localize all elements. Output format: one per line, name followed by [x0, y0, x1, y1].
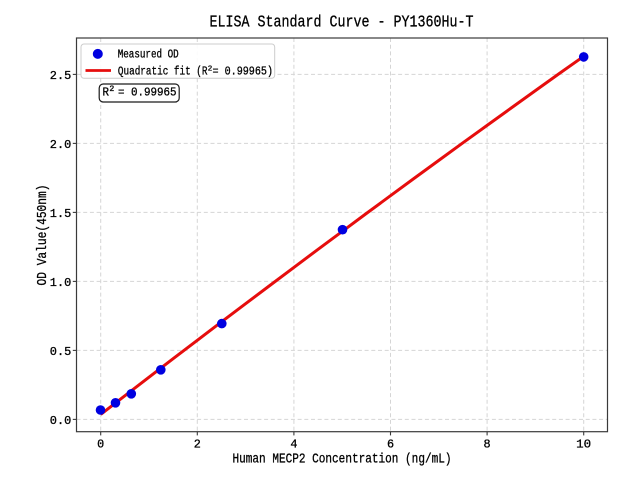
svg-text:1.5: 1.5	[50, 207, 72, 221]
svg-text:10: 10	[576, 438, 591, 452]
svg-text:4: 4	[290, 438, 297, 452]
svg-text:0.0: 0.0	[50, 414, 72, 428]
svg-text:2.0: 2.0	[50, 138, 72, 152]
svg-text:= 0.99965: = 0.99965	[118, 85, 177, 99]
svg-text:2: 2	[109, 85, 114, 94]
svg-text:0: 0	[97, 438, 104, 452]
svg-text:2: 2	[208, 66, 213, 74]
svg-text:OD Value(450nm): OD Value(450nm)	[35, 185, 51, 286]
svg-text:ELISA Standard Curve - PY1360H: ELISA Standard Curve - PY1360Hu-T	[210, 13, 474, 32]
svg-text:2.5: 2.5	[50, 69, 72, 83]
svg-text:R: R	[103, 85, 110, 99]
svg-text:2: 2	[194, 438, 201, 452]
svg-text:6: 6	[387, 438, 394, 452]
svg-text:Measured OD: Measured OD	[118, 47, 179, 61]
svg-text:Quadratic fit (R: Quadratic fit (R	[118, 65, 208, 79]
svg-text:= 0.99965): = 0.99965)	[213, 65, 274, 79]
svg-text:8: 8	[484, 438, 491, 452]
svg-text:0.5: 0.5	[50, 345, 72, 359]
svg-text:1.0: 1.0	[50, 276, 72, 290]
svg-text:Human MECP2 Concentration (ng/: Human MECP2 Concentration (ng/mL)	[233, 452, 452, 468]
